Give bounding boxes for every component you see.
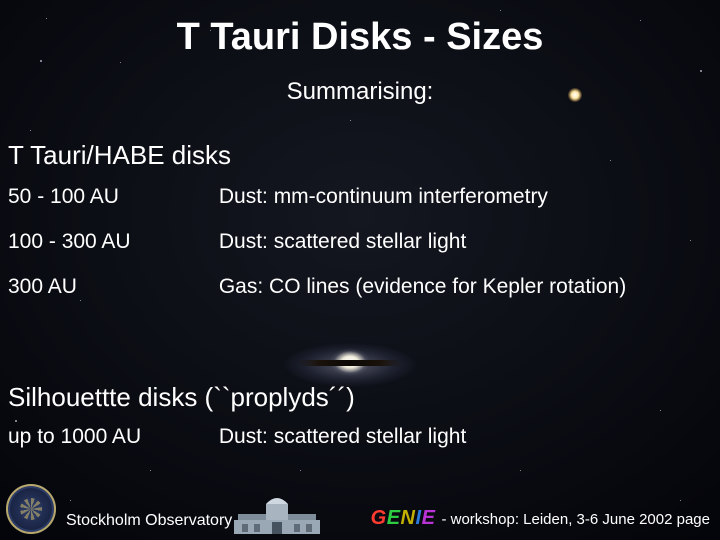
size-range: 100 - 300 AU	[8, 230, 213, 254]
star-icon	[40, 60, 42, 62]
subtitle: Summarising:	[0, 78, 720, 106]
table-row: 50 - 100 AU Dust: mm-continuum interfero…	[8, 185, 712, 209]
genie-letter-e1: E	[387, 507, 401, 529]
star-icon	[700, 70, 702, 72]
star-icon	[520, 470, 521, 471]
section-heading-2: Silhouettte disks (``proplyds´´)	[8, 382, 355, 413]
star-icon	[300, 470, 301, 471]
genie-letter-g: G	[371, 507, 387, 529]
size-desc: Dust: scattered stellar light	[219, 230, 466, 254]
size-range: 300 AU	[8, 275, 213, 299]
genie-letter-e2: E	[422, 507, 436, 529]
size-range: 50 - 100 AU	[8, 185, 213, 209]
genie-logo: GENIE	[371, 507, 442, 529]
star-icon	[500, 10, 501, 11]
star-icon	[80, 300, 81, 301]
footer-right: GENIE - workshop: Leiden, 3-6 June 2002 …	[371, 507, 710, 530]
footer-tail: - workshop: Leiden, 3-6 June 2002 page	[441, 511, 710, 528]
genie-letter-n: N	[401, 507, 416, 529]
footer-affiliation: Stockholm Observatory	[66, 512, 232, 530]
university-seal-icon	[6, 484, 56, 534]
star-icon	[120, 62, 121, 63]
table-row: 300 AU Gas: CO lines (evidence for Keple…	[8, 275, 712, 299]
star-icon	[150, 470, 151, 471]
table-row: 100 - 300 AU Dust: scattered stellar lig…	[8, 230, 712, 254]
star-icon	[660, 410, 661, 411]
size-desc: Dust: scattered stellar light	[219, 425, 466, 449]
size-range: up to 1000 AU	[8, 425, 213, 449]
table-row: up to 1000 AU Dust: scattered stellar li…	[8, 425, 712, 449]
slide: T Tauri Disks - Sizes Summarising: T Tau…	[0, 0, 720, 540]
star-icon	[15, 420, 17, 422]
star-icon	[350, 120, 351, 121]
size-desc: Dust: mm-continuum interferometry	[219, 185, 548, 209]
section-heading-1: T Tauri/HABE disks	[8, 140, 231, 171]
size-desc: Gas: CO lines (evidence for Kepler rotat…	[219, 275, 626, 299]
observatory-building-icon	[232, 490, 322, 536]
footer: Stockholm Observatory GENIE - workshop: …	[0, 480, 720, 540]
star-icon	[610, 160, 611, 161]
page-title: T Tauri Disks - Sizes	[0, 16, 720, 59]
star-icon	[30, 130, 31, 131]
